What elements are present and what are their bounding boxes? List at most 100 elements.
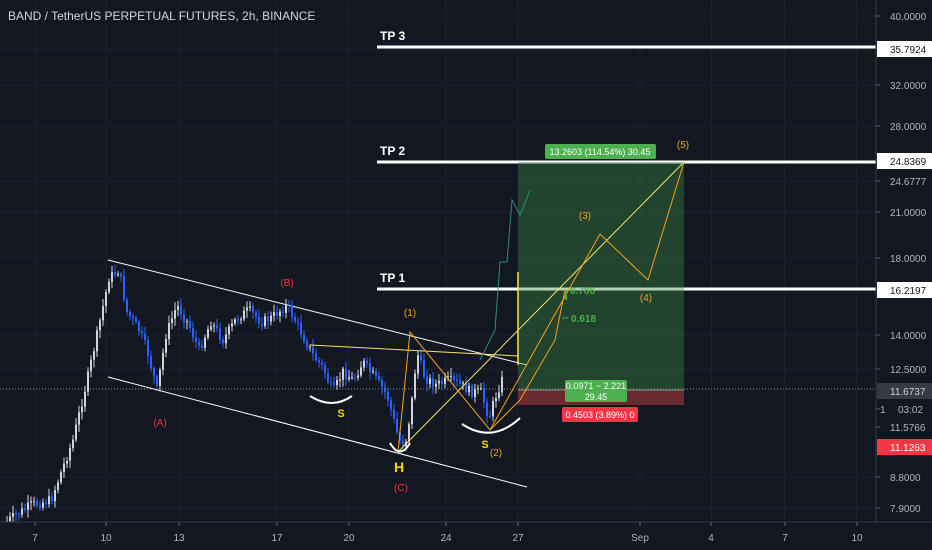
- candle-body: [333, 382, 335, 386]
- candle-body: [27, 502, 29, 510]
- candle-body: [291, 305, 293, 318]
- date-label: 20: [343, 533, 355, 544]
- candle-body: [270, 315, 272, 322]
- target-badge: [545, 144, 656, 159]
- candle-body: [141, 331, 143, 334]
- candle-body: [435, 383, 437, 387]
- pattern-label: S: [337, 408, 344, 420]
- price-axis[interactable]: 40.0000 35.7924 32.0000 28.0000 24.8369 24.67…: [875, 0, 932, 522]
- candle-body: [39, 505, 41, 508]
- price-label: 21.0000: [890, 208, 927, 219]
- price-tag-label: 35.7924: [890, 45, 927, 56]
- candle-body: [336, 379, 338, 386]
- candle-body: [276, 312, 278, 317]
- candle-body: [228, 326, 230, 335]
- candle-body: [261, 323, 263, 327]
- candle-body: [432, 378, 434, 387]
- tp-label: TP 1: [380, 271, 405, 285]
- candle-body: [375, 371, 377, 376]
- candle-body: [348, 377, 350, 380]
- candle-body: [186, 321, 188, 323]
- candle-body: [411, 398, 413, 425]
- candle-body: [351, 377, 353, 379]
- date-label: 7: [32, 533, 38, 544]
- candle-body: [378, 375, 380, 380]
- candle-body: [474, 389, 476, 397]
- fib-label: 0.618: [571, 314, 596, 325]
- long-position-tool[interactable]: 13.2603 (114.54%) 30.45 0.0971 ~ 2.22129.…: [518, 144, 684, 422]
- candle-body: [369, 362, 371, 372]
- fib-label: 0.786: [570, 286, 595, 297]
- candle-body: [114, 272, 116, 275]
- chart-title: BAND / TetherUS PERPETUAL FUTURES, 2h, B…: [8, 9, 316, 23]
- channel-lower-line: [107, 376, 528, 488]
- price-tag-label: 24.8369: [890, 157, 927, 168]
- candle-body: [396, 418, 398, 433]
- head-arc: [389, 442, 411, 453]
- candle-body: [255, 312, 257, 317]
- candle-body: [477, 388, 479, 390]
- candle-body: [408, 424, 410, 442]
- candle-body: [222, 339, 224, 344]
- candle-body: [108, 281, 110, 292]
- candle-body: [30, 501, 32, 503]
- candle-body: [426, 376, 428, 384]
- channel-upper-line: [107, 259, 528, 366]
- date-label: 7: [782, 533, 788, 544]
- candle-body: [384, 387, 386, 392]
- candle-body: [135, 318, 137, 322]
- price-tag: [877, 153, 932, 169]
- candle-body: [234, 319, 236, 324]
- grid: [0, 0, 876, 522]
- candle-body: [480, 387, 482, 389]
- candle-body: [219, 328, 221, 340]
- wave-projection-path: [489, 289, 566, 431]
- candle-body: [282, 311, 284, 313]
- candle-body: [207, 329, 209, 338]
- candle-body: [210, 326, 212, 330]
- candle-body: [417, 355, 419, 374]
- candle-body: [462, 382, 464, 384]
- candle-body: [105, 291, 107, 307]
- candle-body: [204, 337, 206, 348]
- price-tag-label: 11.1263: [890, 443, 926, 454]
- candle-body: [51, 496, 53, 502]
- price-label: 11.5766: [890, 423, 926, 434]
- date-label: 24: [440, 533, 452, 544]
- candle-body: [24, 508, 26, 510]
- candle-body: [231, 323, 233, 327]
- candle-body: [303, 334, 305, 342]
- candle-body: [93, 351, 95, 360]
- chart-annotations: (A) (B) (C) (1) (2) (3) (4) (5) S H S 0.786 0.618: [153, 140, 689, 494]
- candle-body: [321, 362, 323, 365]
- candle-body: [102, 306, 104, 321]
- candle-body: [429, 378, 431, 384]
- candle-body: [216, 325, 218, 329]
- candle-body: [159, 369, 161, 386]
- date-axis-bg: [0, 522, 932, 550]
- descending-channel: [107, 259, 528, 488]
- candle-body: [36, 501, 38, 506]
- candle-body: [279, 311, 281, 317]
- price-label: 1: [880, 405, 886, 416]
- candle-body: [111, 272, 113, 282]
- candle-body: [330, 381, 332, 383]
- entry-value-text: 29.45: [585, 392, 608, 402]
- candle-body: [420, 355, 422, 361]
- candle-body: [345, 368, 347, 380]
- wave-label: (2): [490, 448, 502, 459]
- candle-body: [495, 398, 497, 401]
- candle-body: [129, 311, 131, 317]
- wave-label: (3): [579, 211, 591, 222]
- candle-body: [177, 305, 179, 311]
- candle-body: [174, 310, 176, 319]
- date-axis[interactable]: 7 10 13 17 20 24 27 Sep 4 7 10: [0, 521, 932, 550]
- price-tag-label: 16.2197: [890, 286, 927, 297]
- wave-label: (4): [640, 293, 652, 304]
- candle-body: [18, 514, 20, 516]
- wave-label: (1): [404, 308, 416, 319]
- candle-body: [138, 321, 140, 332]
- candle-body: [12, 513, 14, 517]
- price-label: 40.0000: [890, 12, 927, 23]
